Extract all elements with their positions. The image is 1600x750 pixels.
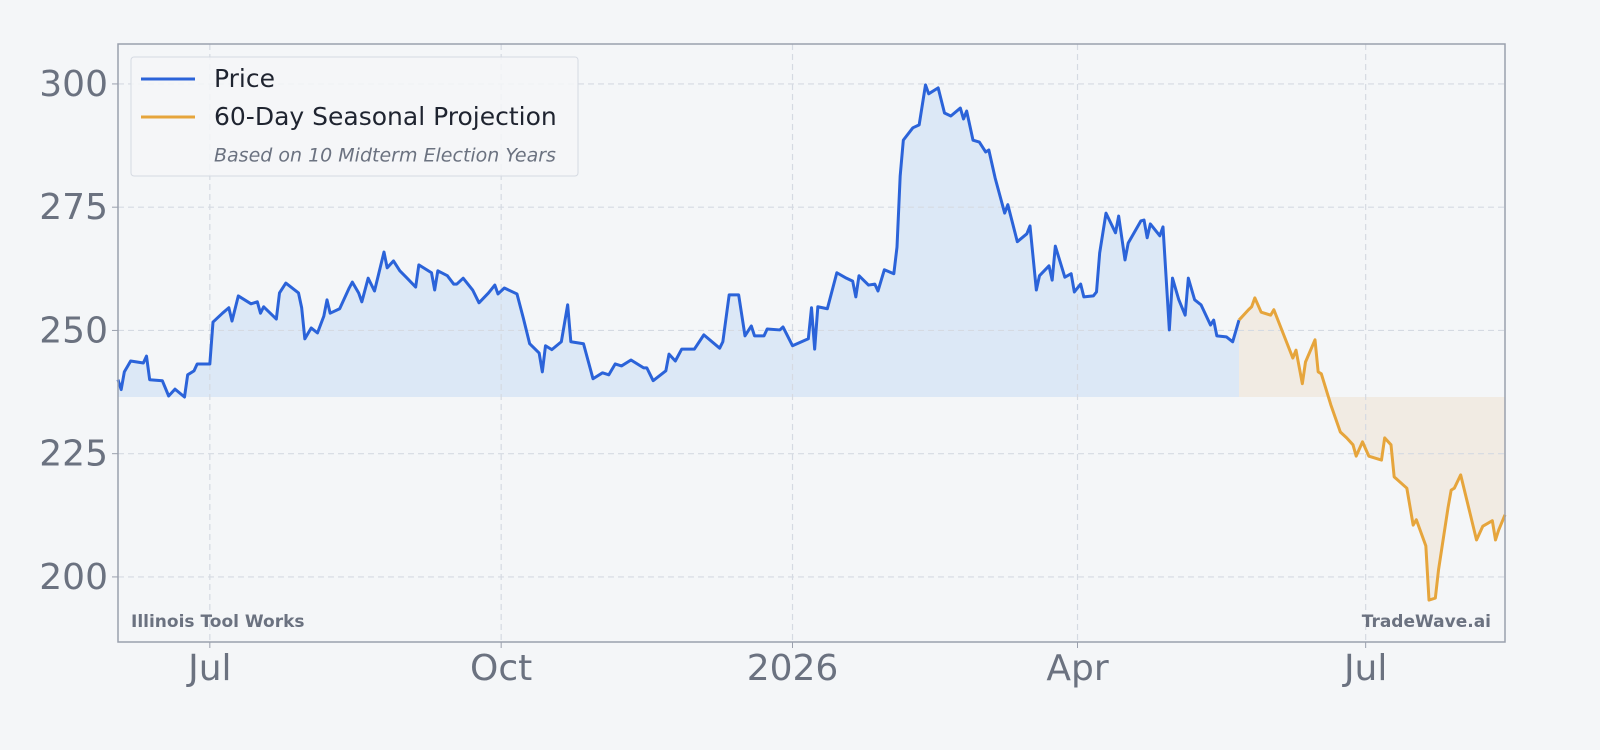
plot-frame bbox=[117, 43, 1506, 643]
annotation: TradeWave.ai bbox=[1362, 612, 1491, 632]
legend-box bbox=[130, 56, 579, 177]
legend-label: Price bbox=[214, 64, 275, 93]
x-tick-label: Jul bbox=[186, 648, 231, 689]
x-tick-label: Apr bbox=[1046, 648, 1108, 689]
area-fill bbox=[118, 84, 1239, 397]
x-tick-label: Oct bbox=[470, 648, 532, 689]
annotation: Illinois Tool Works bbox=[131, 612, 305, 632]
y-tick-label: 200 bbox=[39, 557, 108, 598]
y-tick-label: 275 bbox=[39, 187, 108, 228]
line bbox=[116, 83, 1241, 399]
y-tick-label: 225 bbox=[39, 434, 108, 475]
y-tick-label: 250 bbox=[39, 310, 108, 351]
area-fill bbox=[1239, 297, 1505, 601]
legend: Price 60-Day Seasonal Projection Based on … bbox=[130, 56, 579, 177]
y-tick-label: 300 bbox=[39, 64, 108, 105]
x-tick-label: 2026 bbox=[747, 648, 839, 689]
x-tick-label: Jul bbox=[1342, 648, 1387, 689]
legend-label: 60-Day Seasonal Projection bbox=[214, 102, 557, 131]
legend-note: Based on 10 Midterm Election Years bbox=[214, 145, 556, 167]
line bbox=[1237, 296, 1507, 602]
